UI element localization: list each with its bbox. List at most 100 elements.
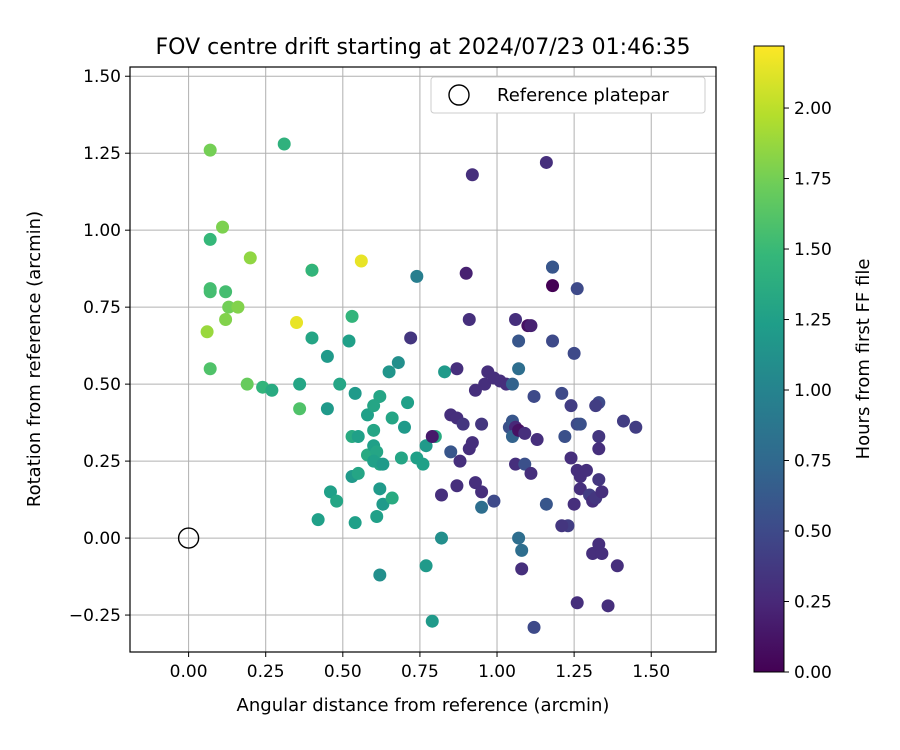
scatter-point — [555, 386, 569, 400]
scatter-point — [475, 417, 489, 431]
scatter-point — [573, 482, 587, 496]
colorbar-tick-label: 2.00 — [794, 99, 832, 119]
colorbar-tick-label: 1.00 — [794, 381, 832, 401]
scatter-point — [546, 334, 560, 348]
scatter-point — [515, 543, 529, 557]
x-axis-label: Angular distance from reference (arcmin) — [237, 695, 610, 716]
x-axis-ticks: 0.00 0.25 0.50 0.75 1.00 1.25 1.50 — [170, 652, 670, 682]
scatter-point — [373, 482, 387, 496]
scatter-point — [290, 316, 304, 330]
scatter-point — [539, 497, 553, 511]
x-tick-label: 0.75 — [401, 662, 439, 682]
scatter-point — [558, 429, 572, 443]
scatter-point — [527, 389, 541, 403]
scatter-point — [465, 436, 479, 450]
y-tick-label: 0.75 — [83, 298, 121, 318]
x-tick-label: 1.00 — [478, 662, 516, 682]
scatter-point — [601, 599, 615, 613]
scatter-point — [243, 251, 257, 265]
scatter-point — [610, 559, 624, 573]
scatter-point — [435, 488, 449, 502]
scatter-point — [595, 546, 609, 560]
scatter-point — [342, 334, 356, 348]
scatter-point — [404, 331, 418, 345]
legend-reference-marker — [448, 84, 470, 106]
y-axis-label: Rotation from reference (arcmin) — [24, 211, 45, 507]
scatter-point — [616, 414, 630, 428]
scatter-point — [465, 168, 479, 182]
scatter-point — [592, 442, 606, 456]
scatter-point — [373, 568, 387, 582]
scatter-point — [394, 451, 408, 465]
colorbar-ticks: 0.00 0.25 0.50 0.75 1.00 1.25 1.50 1.75 2.00 — [784, 99, 832, 683]
y-tick-label: 1.25 — [83, 144, 121, 164]
scatter-point — [203, 232, 217, 246]
scatter-point — [265, 383, 279, 397]
scatter-point — [570, 596, 584, 610]
scatter-point — [351, 466, 365, 480]
scatter-point — [592, 473, 606, 487]
scatter-point — [397, 420, 411, 434]
x-tick-label: 0.25 — [247, 662, 285, 682]
scatter-point — [425, 614, 439, 628]
legend-label: Reference platepar — [497, 85, 669, 106]
scatter-point — [293, 377, 307, 391]
scatter-point — [518, 426, 532, 440]
scatter-point — [564, 399, 578, 413]
scatter-point — [219, 285, 233, 299]
scatter-point — [425, 429, 439, 443]
scatter-point — [462, 312, 476, 326]
scatter-point — [360, 408, 374, 422]
y-tick-label: 0.00 — [83, 529, 121, 549]
x-tick-label: 0.00 — [170, 662, 208, 682]
scatter-point — [203, 362, 217, 376]
scatter-point — [579, 463, 593, 477]
scatter-point — [354, 254, 368, 268]
scatter-point — [586, 546, 600, 560]
scatter-point — [592, 429, 606, 443]
scatter-point — [468, 476, 482, 490]
scatter-point — [450, 479, 464, 493]
scatter-point — [456, 417, 470, 431]
scatter-point — [512, 362, 526, 376]
scatter-point — [468, 383, 482, 397]
scatter-point — [453, 454, 467, 468]
colorbar-label: Hours from first FF file — [853, 259, 874, 460]
scatter-point — [512, 531, 526, 545]
colorbar — [753, 45, 785, 673]
legend: Reference platepar — [430, 76, 706, 114]
scatter-point — [391, 356, 405, 370]
scatter-point — [589, 399, 603, 413]
scatter-point — [376, 457, 390, 471]
scatter-point — [348, 516, 362, 530]
scatter-point — [530, 433, 544, 447]
scatter-point — [401, 396, 415, 410]
scatter-point — [419, 439, 433, 453]
scatter-point — [305, 331, 319, 345]
scatter-point — [293, 402, 307, 416]
scatter-point — [410, 269, 424, 283]
colorbar-tick-label: 0.00 — [794, 663, 832, 683]
plot-frame — [129, 66, 717, 653]
scatter-point — [527, 620, 541, 634]
reference-marker — [177, 527, 200, 549]
colorbar-tick-label: 0.75 — [794, 452, 832, 472]
scatter-point — [478, 377, 492, 391]
scatter-point — [555, 519, 569, 533]
scatter-point — [216, 220, 230, 234]
colorbar-tick-label: 1.50 — [794, 240, 832, 260]
scatter-point — [567, 497, 581, 511]
scatter-point — [203, 143, 217, 157]
scatter-point — [475, 485, 489, 499]
y-tick-label: 0.25 — [83, 452, 121, 472]
scatter-point — [382, 365, 396, 379]
scatter-point — [367, 423, 381, 437]
y-tick-label: 1.50 — [83, 67, 121, 87]
scatter-point — [219, 312, 233, 326]
y-tick-label: 0.50 — [83, 375, 121, 395]
scatter-point — [509, 457, 523, 471]
scatter-point — [373, 389, 387, 403]
scatter-point — [438, 365, 452, 379]
scatter-point — [524, 319, 538, 333]
